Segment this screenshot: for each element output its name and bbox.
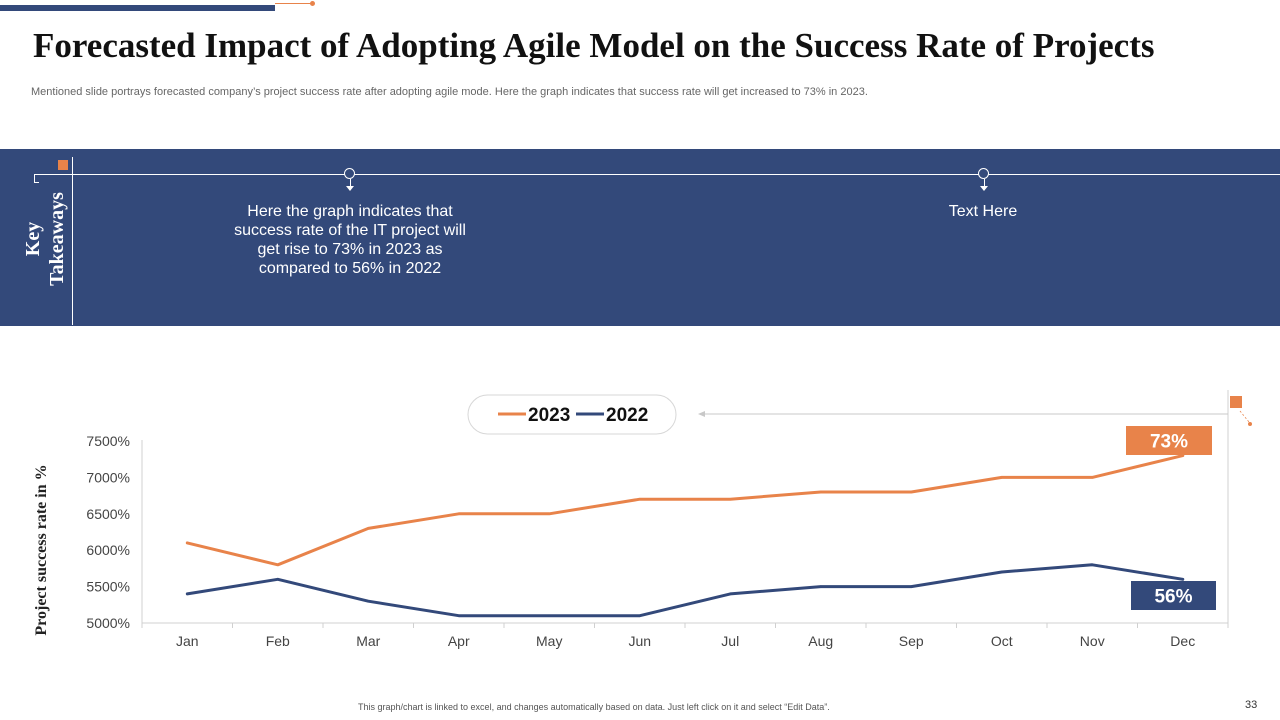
data-point-2022 [1000,570,1003,574]
data-point-2023 [1091,476,1094,479]
slide-title: Forecasted Impact of Adopting Agile Mode… [33,26,1155,65]
data-point-2022 [729,592,732,596]
line-chart: Jan Feb Mar Apr May Jun Jul Aug Sep Oct Nov Dec 5000… [33,390,1252,649]
key-takeaways-panel: Key Takeaways Here the graph indicates t… [0,149,1280,326]
data-point-2022 [638,614,641,617]
x-tick-label: Dec [1170,633,1195,649]
legend-arrow-head [698,411,705,417]
callout-label-2022: 56% [1154,587,1192,608]
data-point-2023 [186,541,189,545]
x-tick-label: May [536,633,562,649]
y-tick-label: 5000% [86,615,130,631]
callout-box-2022 [1131,581,1216,610]
x-tick-label: Feb [266,633,290,649]
data-point-2023 [457,512,460,515]
y-tick-label: 7500% [86,433,130,449]
x-tick-label: Sep [899,633,924,649]
x-tick-label: Mar [356,633,380,649]
slide-subtitle: Mentioned slide portrays forecasted comp… [31,86,868,98]
pin-marker-1 [344,168,356,198]
chart-accent-dot [1248,422,1252,426]
footer-note: This graph/chart is linked to excel, and… [358,702,830,712]
legend-box [467,394,677,435]
takeaway-text-2: Text Here [948,203,1018,220]
x-tick-label: Jan [176,633,199,649]
key-takeaways-label: Key Takeaways [21,192,69,286]
data-point-2022 [276,578,279,581]
data-point-2023 [1000,476,1003,479]
legend-label-2022: 2022 [606,405,648,426]
top-accent-line [275,3,312,4]
data-point-2023 [819,490,822,494]
x-tick-label: Jun [628,633,651,649]
chart-dynamic-layer: Jan Feb Mar Apr May Jun Jul Aug Sep Oct Nov Dec 5000… [86,405,1229,649]
data-point-2023 [910,490,913,494]
x-tick-label: Jul [721,633,739,649]
series-line-2023 [185,454,1185,567]
y-axis-label: Project success rate in % [33,464,50,635]
chart-accent-square [1230,396,1242,408]
key-label-line1: Key [22,221,44,257]
series-line-2022 [185,563,1185,618]
panel-timeline-line [34,174,1280,175]
y-tick-label: 6000% [86,542,130,558]
x-tick-label: Apr [448,633,470,649]
data-point-2022 [367,599,370,603]
top-accent-dot [310,1,315,6]
callout-box-2023 [1126,426,1212,455]
key-label-line2: Takeaways [46,192,68,286]
data-point-2022 [548,614,551,617]
page-number: 33 [1245,699,1258,711]
data-point-2022 [1181,578,1184,581]
data-point-2022 [186,592,189,596]
data-point-2022 [819,585,822,588]
data-point-2023 [638,498,641,501]
panel-tick-foot [34,182,39,183]
data-point-2023 [548,512,551,515]
y-tick-label: 6500% [86,506,130,522]
data-point-2023 [367,527,370,530]
takeaway-text-1: Here the graph indicates that success ra… [234,203,466,277]
chart-accent-line [1239,410,1250,423]
y-tick-label: 5500% [86,579,130,595]
panel-accent-square [58,160,68,170]
data-point-2022 [457,614,460,617]
y-tick-label: 7000% [86,469,130,485]
x-tick-label: Nov [1080,633,1105,649]
x-tick-label: Aug [808,633,833,649]
data-point-2022 [910,585,913,588]
data-point-2022 [1091,563,1094,566]
panel-tick [34,174,35,183]
data-point-2023 [276,563,279,566]
pin-marker-2 [978,168,990,198]
panel-divider [72,157,73,325]
data-point-2023 [729,498,732,501]
top-accent-bar [0,5,275,11]
callout-label-2023: 73% [1150,432,1188,453]
legend-label-2023: 2023 [528,405,570,426]
x-tick-label: Oct [991,633,1013,649]
